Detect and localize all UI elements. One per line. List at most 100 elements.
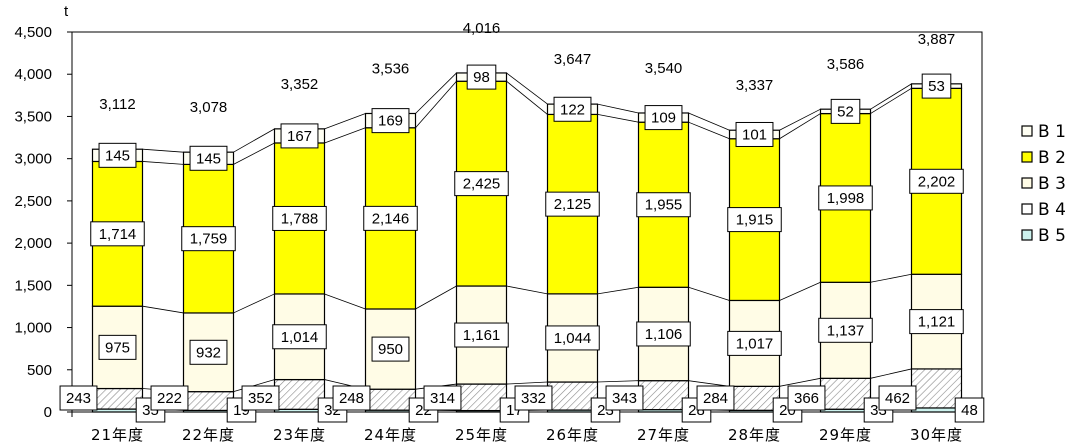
legend-swatch	[1021, 125, 1033, 137]
legend-swatch	[1021, 229, 1033, 241]
data-label-b4-box	[423, 385, 462, 411]
y-tick-label: 0	[44, 404, 52, 421]
total-label: 3,586	[827, 56, 865, 73]
series-connector-line	[415, 72, 457, 114]
plot-area: 0 500 1,000 1,500 2,000 2,500 3,000 3,500 4,000 4…	[14, 3, 1065, 444]
data-label-b2-box	[818, 185, 873, 211]
data-label-b4: 366	[794, 390, 819, 407]
data-label-b3-box	[909, 309, 964, 335]
bar-b4-4	[364, 388, 417, 411]
data-label-b3-box	[272, 324, 327, 350]
data-label-b4-box	[787, 385, 826, 411]
series-connector-line	[324, 113, 366, 130]
x-tick-label: 25年度	[455, 426, 508, 444]
data-label-b1-box	[553, 96, 592, 122]
data-label-b1-box	[189, 145, 228, 171]
series-connector-line	[142, 148, 184, 153]
legend-item: B 3	[1021, 174, 1066, 194]
y-tick-label: 3,500	[14, 108, 52, 125]
bar-b4-6	[546, 381, 599, 411]
data-label-b1-box	[466, 64, 497, 90]
data-label-b3: 1,161	[463, 327, 501, 344]
data-label-b1: 109	[651, 110, 676, 127]
data-label-b4-box	[605, 385, 644, 411]
x-tick-label: 21年度	[91, 426, 144, 444]
y-tick-label: 3,000	[14, 151, 52, 168]
data-label-b2-box	[181, 226, 236, 252]
series-connector-line	[233, 128, 275, 153]
x-tick-label: 24年度	[364, 426, 417, 444]
data-label-b1-box	[280, 123, 319, 149]
data-label-b3-box	[636, 321, 691, 347]
bar-b4-1	[91, 387, 144, 410]
series-connector-line	[324, 293, 366, 310]
series-connector-line	[870, 273, 912, 283]
data-label-b2-box	[727, 207, 782, 233]
series-connector-line	[233, 142, 275, 165]
data-label-b1-box	[735, 121, 774, 147]
series-connector-line	[870, 83, 912, 110]
data-label-b1: 122	[560, 101, 585, 118]
y-unit-label: t	[64, 3, 69, 20]
data-label-b4: 352	[248, 390, 273, 407]
legend-label: B 4	[1038, 200, 1066, 220]
data-label-b3: 1,106	[645, 326, 683, 343]
data-label-b2-box	[545, 191, 600, 217]
total-label: 3,112	[99, 96, 135, 113]
series-connector-line	[506, 285, 548, 295]
series-connector-line	[142, 305, 184, 314]
total-label: 3,540	[645, 60, 683, 77]
data-label-b4: 284	[703, 390, 728, 407]
series-connector-line	[870, 87, 912, 114]
total-label: 3,352	[281, 76, 319, 93]
series-connector-line	[324, 127, 366, 144]
y-tick-label: 4,500	[14, 24, 52, 41]
x-tick-label: 29年度	[819, 426, 872, 444]
legend-label: B 5	[1038, 226, 1066, 246]
data-label-b3-box	[727, 330, 782, 356]
data-label-b2: 1,998	[827, 190, 865, 207]
data-label-b3: 975	[105, 339, 130, 356]
total-label: 3,887	[918, 31, 956, 48]
x-tick-label: 28年度	[728, 426, 781, 444]
data-label-b1-box	[644, 105, 683, 131]
series-connector-line	[506, 80, 548, 115]
legend-swatch	[1021, 177, 1033, 189]
y-tick-label: 500	[27, 362, 52, 379]
bar-b4-9	[819, 377, 872, 410]
series-connector-line	[779, 113, 821, 140]
data-label-b4-box	[332, 385, 371, 411]
data-label-b4-box	[241, 385, 280, 411]
data-label-b1: 169	[378, 113, 403, 130]
bar-b4-10	[910, 368, 963, 409]
data-label-b1: 98	[473, 69, 490, 86]
series-connector-line	[142, 161, 184, 165]
data-label-b2: 2,202	[918, 173, 956, 190]
total-label: 3,337	[736, 77, 774, 94]
data-label-b1: 53	[928, 78, 945, 95]
data-label-b4: 222	[157, 390, 182, 407]
data-label-b3-box	[818, 317, 873, 343]
data-label-b1-box	[921, 73, 952, 99]
bar-b4-7	[637, 380, 690, 411]
series-connector-line	[597, 380, 639, 383]
legend-item: B 2	[1021, 148, 1066, 168]
data-label-b1: 145	[105, 147, 130, 164]
y-tick-label: 1,000	[14, 320, 52, 337]
total-label: 4,016	[463, 20, 501, 37]
data-label-b2-box	[454, 171, 509, 197]
x-tick-label: 23年度	[273, 426, 326, 444]
data-label-b3: 932	[196, 344, 221, 361]
series-connector-line	[688, 286, 730, 301]
data-label-b1-box	[371, 108, 410, 134]
legend-swatch	[1021, 151, 1033, 163]
y-tick-label: 2,500	[14, 193, 52, 210]
series-connector-line	[597, 103, 639, 114]
series-connector-line	[506, 381, 548, 385]
bar-b4-3	[273, 378, 326, 410]
data-label-b3-box	[545, 325, 600, 351]
data-label-b3: 950	[378, 341, 403, 358]
data-label-b4-box	[696, 385, 735, 411]
data-label-b4: 462	[885, 390, 910, 407]
